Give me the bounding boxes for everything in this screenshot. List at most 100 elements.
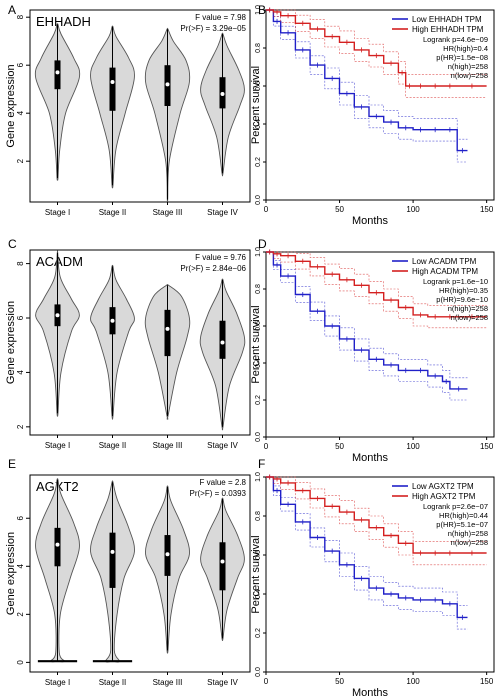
y-tick-label: 8 [16,14,25,19]
confidence-upper [266,476,487,542]
stats-line: HR(high)=0.4 [443,44,488,53]
y-tick-label: 2 [16,424,25,429]
y-axis-label: Gene expression [5,301,17,384]
f-value-label: F value = 2.8 [200,478,247,487]
x-tick-label: Stage I [45,208,70,217]
y-tick-label: 2 [16,612,25,617]
violin-median-dot [220,340,225,345]
violin [200,497,245,641]
violin-median-dot [220,92,225,96]
violin-iqr-box [219,542,226,591]
confidence-lower [266,476,487,566]
y-axis-label: Gene expression [5,532,17,615]
y-tick-label: 0.8 [255,511,262,521]
panel-letter: A [8,3,16,17]
stats-line: p(HR)=1.5e−08 [436,53,488,62]
series-high [266,249,487,329]
violin-median-dot [110,80,115,84]
violin [199,278,246,431]
plot-frame [29,249,251,436]
confidence-upper [266,9,487,75]
violin-iqr-box [54,60,61,90]
legend-bg [390,480,490,502]
y-tick-label: 0.2 [255,395,262,405]
x-tick-label: 0 [264,442,269,451]
confidence-lower [266,251,487,329]
x-axis-label: Months [352,452,389,464]
legend-entry: Low EHHADH TPM [412,15,482,24]
violin [145,485,190,654]
y-axis-label: Percent survival [250,535,262,613]
y-tick-label: 0.2 [255,157,262,167]
y-tick-label: 1.0 [255,5,262,15]
x-tick-label: Stage IV [207,208,238,217]
x-axis-label: Months [352,687,389,698]
panel-a: A 2 4 6 8 Gene expression EHHADH F value = 7.98… [5,3,251,217]
violin [90,25,135,189]
y-tick-label: 2 [16,158,25,163]
violin [144,27,191,203]
gene-label: EHHADH [36,14,91,29]
series-low [266,249,468,401]
violin [35,250,80,417]
panel-c: C 2 4 6 8 Gene expression ACADM F value = 9.76 P… [5,237,251,450]
confidence-upper [266,9,468,140]
panel-letter: D [258,237,267,251]
stats-line: HR(high)=0.44 [439,511,488,520]
panel-f: F 0.0 0.2 0.4 0.6 0.8 1.0 0 50 100 150 Months Percen… [250,457,495,698]
y-tick-label: 0.6 [255,550,262,560]
violin [34,23,81,181]
violin-iqr-box [54,527,61,567]
violin [35,478,80,663]
violin-iqr-box [109,532,116,588]
legend-entry: High AGXT2 TPM [412,492,476,501]
legend-entry: Low ACADM TPM [412,257,477,266]
x-tick-label: 50 [335,442,344,451]
plot-frame [265,9,495,201]
stats-line: n(high)=258 [448,62,488,71]
violin [90,480,135,663]
y-tick-label: 0 [16,660,25,665]
y-tick-label: 0.0 [255,432,262,442]
x-tick-label: Stage II [99,678,127,687]
x-tick-label: 150 [480,677,494,686]
stats-line: Logrank p=2.6e−07 [423,502,488,511]
violin [90,264,135,420]
panel-letter: C [8,237,17,251]
survival-curve [266,251,468,390]
y-tick-label: 6 [16,515,25,520]
violin-median-dot [165,552,170,557]
series-low [266,474,468,630]
violin-median-dot [55,70,60,75]
y-tick-label: 0.2 [255,628,262,638]
confidence-upper [266,251,487,306]
x-tick-label: 50 [335,205,344,214]
series-high [266,7,487,98]
y-axis-label: Percent survival [250,66,262,144]
legend-entry: Low AGXT2 TPM [412,482,474,491]
f-value-label: F value = 7.98 [195,13,246,22]
stats-line: p(HR)=5.1e−07 [436,520,488,529]
p-value-label: Pr(>F) = 2.84e−06 [180,264,246,273]
y-tick-label: 0.8 [255,43,262,53]
violin-iqr-box [164,309,171,357]
violin-iqr-box [109,67,116,111]
panel-d: D 0.0 0.2 0.4 0.6 0.8 1.0 0 50 100 150 Months Percen… [250,237,495,464]
violin-median-dot [165,326,170,331]
plot-frame [29,474,251,673]
legend-bg [390,255,490,277]
y-axis-label: Percent survival [250,305,262,383]
x-tick-label: Stage III [153,208,183,217]
stats-line: HR(high)=0.35 [439,286,488,295]
stats-line: Logrank p=4.6e−09 [423,35,488,44]
violin [144,284,191,420]
violin-median-dot [165,82,170,87]
stats-line: n(low)=258 [451,71,488,80]
y-tick-label: 0.6 [255,321,262,331]
p-value-label: Pr(>F) = 3.29e−05 [180,24,246,33]
plot-frame [265,476,495,673]
y-tick-label: 4 [16,110,25,115]
y-tick-label: 4 [16,564,25,569]
